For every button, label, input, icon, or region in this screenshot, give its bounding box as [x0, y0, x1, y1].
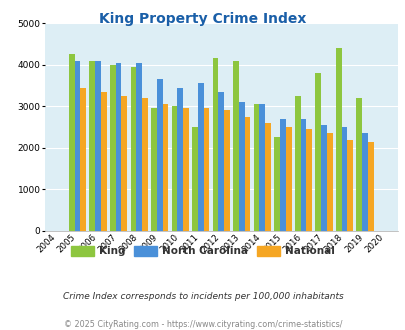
Bar	[244, 117, 250, 231]
Bar	[69, 54, 75, 231]
Bar	[259, 104, 264, 231]
Bar	[279, 119, 285, 231]
Bar	[142, 98, 147, 231]
Bar	[347, 140, 352, 231]
Bar	[305, 129, 311, 231]
Bar	[75, 60, 80, 231]
Bar	[253, 104, 259, 231]
Bar	[367, 142, 373, 231]
Bar	[136, 63, 142, 231]
Bar	[232, 60, 238, 231]
Bar	[203, 108, 209, 231]
Bar	[197, 83, 203, 231]
Bar	[294, 96, 300, 231]
Bar	[341, 127, 347, 231]
Bar	[130, 67, 136, 231]
Bar	[183, 108, 188, 231]
Text: © 2025 CityRating.com - https://www.cityrating.com/crime-statistics/: © 2025 CityRating.com - https://www.city…	[64, 320, 341, 329]
Text: King Property Crime Index: King Property Crime Index	[99, 12, 306, 25]
Bar	[218, 92, 224, 231]
Text: Crime Index corresponds to incidents per 100,000 inhabitants: Crime Index corresponds to incidents per…	[62, 292, 343, 301]
Bar	[274, 137, 279, 231]
Bar	[335, 48, 341, 231]
Bar	[320, 125, 326, 231]
Bar	[326, 133, 332, 231]
Bar	[171, 106, 177, 231]
Bar	[238, 102, 244, 231]
Bar	[300, 119, 305, 231]
Bar	[115, 63, 121, 231]
Bar	[89, 60, 95, 231]
Bar	[151, 108, 156, 231]
Bar	[285, 127, 291, 231]
Bar	[80, 87, 86, 231]
Bar	[177, 87, 183, 231]
Bar	[110, 65, 115, 231]
Bar	[212, 58, 218, 231]
Bar	[264, 123, 270, 231]
Bar	[192, 127, 197, 231]
Bar	[361, 133, 367, 231]
Bar	[101, 92, 107, 231]
Bar	[156, 79, 162, 231]
Bar	[315, 73, 320, 231]
Bar	[356, 98, 361, 231]
Bar	[121, 96, 127, 231]
Legend: King, North Carolina, National: King, North Carolina, National	[67, 242, 338, 260]
Bar	[95, 60, 101, 231]
Bar	[162, 104, 168, 231]
Bar	[224, 111, 229, 231]
